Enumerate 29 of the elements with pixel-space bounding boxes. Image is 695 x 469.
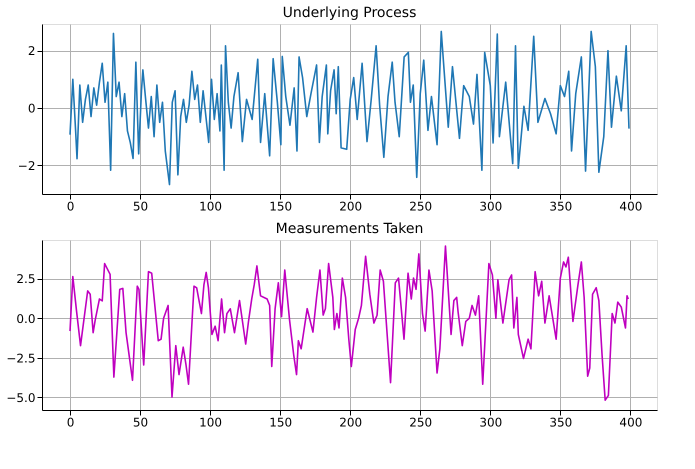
x-tick-label: 300 <box>479 200 502 214</box>
y-tick-label: 2.5 <box>16 272 36 286</box>
x-tick-label: 400 <box>619 200 642 214</box>
x-tick-label: 350 <box>549 200 572 214</box>
x-tick-label: 0 <box>66 200 74 214</box>
line-series <box>69 30 630 186</box>
y-tick-label: 0 <box>28 101 36 116</box>
x-tick-label: 300 <box>479 416 502 430</box>
y-tick-label: −2 <box>18 158 36 173</box>
y-tick-label: 0.0 <box>16 312 36 326</box>
x-tick-label: 150 <box>269 416 292 430</box>
line-series <box>69 245 630 401</box>
y-tick-label: 2 <box>28 44 36 58</box>
x-tick-label: 250 <box>409 416 432 430</box>
x-tick-label: 100 <box>199 200 222 214</box>
x-tick-label: 250 <box>409 200 432 214</box>
chart-title: Measurements Taken <box>276 221 424 237</box>
x-tick-label: 50 <box>132 200 148 214</box>
x-tick-label: 200 <box>339 200 362 214</box>
chart-title: Underlying Process <box>282 5 416 21</box>
x-tick-label: 350 <box>549 416 572 430</box>
y-tick-label: −2.5 <box>6 351 36 366</box>
x-tick-label: 200 <box>339 416 362 430</box>
x-tick-label: 100 <box>199 416 222 430</box>
x-tick-label: 150 <box>269 200 292 214</box>
y-tick-label: −5.0 <box>6 390 36 405</box>
x-tick-label: 50 <box>132 416 148 430</box>
x-tick-label: 400 <box>619 416 642 430</box>
x-tick-label: 0 <box>66 416 74 430</box>
